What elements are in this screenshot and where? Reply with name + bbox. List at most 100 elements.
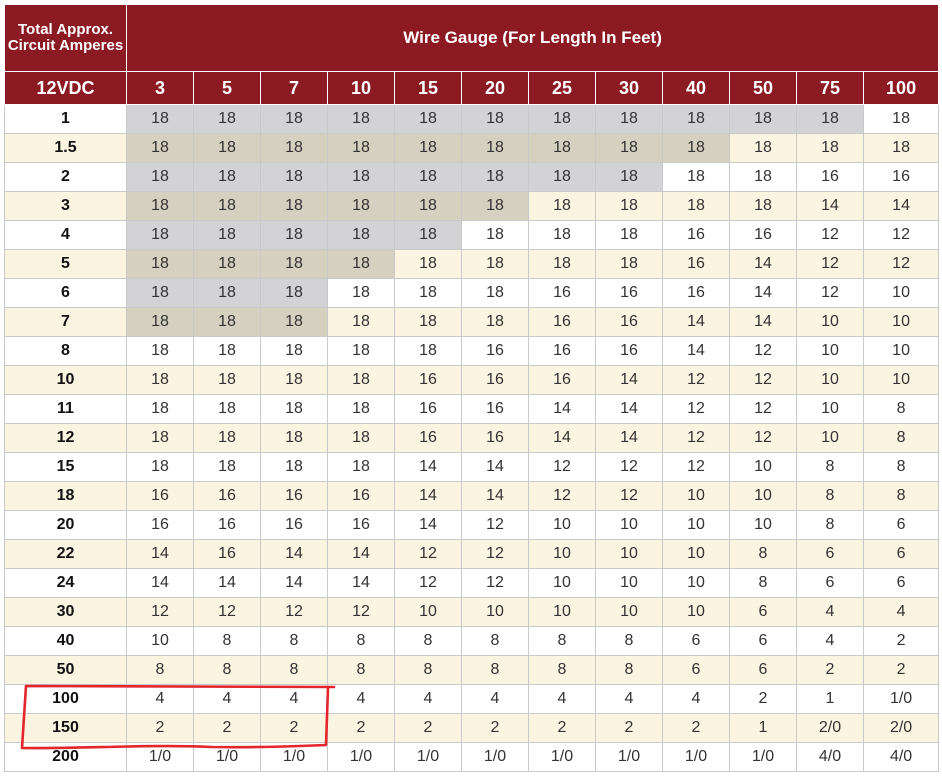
gauge-cell: 18	[193, 278, 261, 308]
table-row: 18 16 16 16 16 14 14 12 12 10 10 8 8	[4, 481, 940, 511]
gauge-cell: 18	[461, 220, 529, 250]
table-row: 30 12 12 12 12 10 10 10 10 10 6 4 4	[4, 597, 940, 627]
gauge-cell: 18	[193, 249, 261, 279]
gauge-cell: 14	[595, 394, 663, 424]
gauge-cell: 1/0	[862, 684, 940, 714]
gauge-cell: 10	[662, 481, 730, 511]
gauge-cell: 8	[796, 510, 864, 540]
gauge-cell: 12	[461, 539, 529, 569]
gauge-cell: 16	[662, 220, 730, 250]
table-row: 200 1/0 1/0 1/0 1/0 1/0 1/0 1/0 1/0 1/0 1/0 4/0 4/0	[4, 742, 940, 772]
gauge-cell: 12	[193, 597, 261, 627]
gauge-cell: 16	[461, 365, 529, 395]
length-header-75: 75	[796, 71, 864, 105]
gauge-cell: 18	[327, 307, 395, 337]
voltage-header: 12VDC	[4, 71, 127, 105]
gauge-cell: 18	[193, 220, 261, 250]
gauge-cell: 10	[729, 452, 797, 482]
gauge-cell: 10	[528, 568, 596, 598]
gauge-cell: 18	[260, 307, 328, 337]
gauge-cell: 18	[327, 336, 395, 366]
gauge-cell: 18	[729, 104, 797, 134]
gauge-cell: 12	[662, 423, 730, 453]
gauge-cell: 18	[126, 452, 194, 482]
gauge-cell: 12	[595, 481, 663, 511]
gauge-cell: 8	[394, 626, 462, 656]
table-title: Wire Gauge (For Length In Feet)	[125, 4, 940, 72]
gauge-cell: 12	[461, 510, 529, 540]
gauge-cell: 18	[729, 191, 797, 221]
gauge-cell: 18	[260, 220, 328, 250]
gauge-cell: 18	[729, 133, 797, 163]
header-row-lengths: 12VDC 3 5 7 10 15 20 25 30 40 50 75 100	[4, 71, 940, 105]
gauge-cell: 18	[528, 104, 596, 134]
gauge-cell: 4	[260, 684, 328, 714]
gauge-cell: 18	[862, 104, 940, 134]
gauge-cell: 18	[394, 249, 462, 279]
gauge-cell: 1/0	[662, 742, 730, 772]
gauge-cell: 4	[796, 626, 864, 656]
wire-gauge-chart: Total Approx. Circuit Amperes Wire Gauge…	[4, 4, 940, 772]
gauge-cell: 16	[662, 249, 730, 279]
gauge-cell: 8	[729, 568, 797, 598]
gauge-cell: 18	[260, 423, 328, 453]
gauge-cell: 18	[193, 336, 261, 366]
gauge-cell: 8	[796, 481, 864, 511]
gauge-cell: 6	[662, 626, 730, 656]
gauge-cell: 18	[260, 249, 328, 279]
gauge-cell: 16	[126, 481, 194, 511]
gauge-cell: 10	[796, 423, 864, 453]
amperes-cell: 8	[4, 336, 127, 366]
gauge-cell: 2	[796, 655, 864, 685]
gauge-cell: 16	[461, 394, 529, 424]
amperes-cell: 150	[4, 713, 127, 743]
gauge-cell: 18	[260, 452, 328, 482]
gauge-cell: 18	[327, 162, 395, 192]
amperes-cell: 2	[4, 162, 127, 192]
gauge-cell: 18	[394, 104, 462, 134]
gauge-cell: 10	[729, 510, 797, 540]
gauge-cell: 2/0	[862, 713, 940, 743]
gauge-cell: 8	[862, 452, 940, 482]
gauge-cell: 14	[394, 510, 462, 540]
gauge-cell: 1	[796, 684, 864, 714]
gauge-cell: 16	[528, 307, 596, 337]
gauge-cell: 10	[662, 568, 730, 598]
gauge-cell: 18	[394, 336, 462, 366]
gauge-cell: 16	[260, 481, 328, 511]
gauge-cell: 14	[662, 307, 730, 337]
gauge-cell: 1/0	[126, 742, 194, 772]
gauge-cell: 8	[327, 655, 395, 685]
amperes-cell: 1	[4, 104, 127, 134]
gauge-cell: 12	[461, 568, 529, 598]
gauge-cell: 16	[461, 423, 529, 453]
length-header-100: 100	[862, 71, 940, 105]
gauge-cell: 12	[595, 452, 663, 482]
gauge-cell: 8	[461, 626, 529, 656]
gauge-cell: 18	[126, 133, 194, 163]
table-row: 100 4 4 4 4 4 4 4 4 4 2 1 1/0	[4, 684, 940, 714]
gauge-cell: 18	[662, 104, 730, 134]
gauge-cell: 18	[394, 278, 462, 308]
gauge-cell: 4	[327, 684, 395, 714]
gauge-cell: 1/0	[327, 742, 395, 772]
gauge-cell: 6	[862, 539, 940, 569]
gauge-cell: 18	[260, 162, 328, 192]
gauge-cell: 18	[394, 307, 462, 337]
gauge-cell: 10	[662, 539, 730, 569]
gauge-cell: 18	[595, 104, 663, 134]
table-row: 2 18 18 18 18 18 18 18 18 18 18 16 16	[4, 162, 940, 192]
gauge-cell: 18	[662, 133, 730, 163]
gauge-cell: 14	[126, 568, 194, 598]
gauge-cell: 10	[662, 597, 730, 627]
gauge-cell: 8	[862, 394, 940, 424]
table-row: 22 14 16 14 14 12 12 10 10 10 8 6 6	[4, 539, 940, 569]
gauge-cell: 8	[729, 539, 797, 569]
gauge-cell: 18	[528, 220, 596, 250]
table-row: 7 18 18 18 18 18 18 16 16 14 14 10 10	[4, 307, 940, 337]
gauge-cell: 18	[126, 307, 194, 337]
amperes-cell: 20	[4, 510, 127, 540]
gauge-cell: 18	[327, 220, 395, 250]
gauge-cell: 12	[796, 249, 864, 279]
gauge-cell: 16	[126, 510, 194, 540]
